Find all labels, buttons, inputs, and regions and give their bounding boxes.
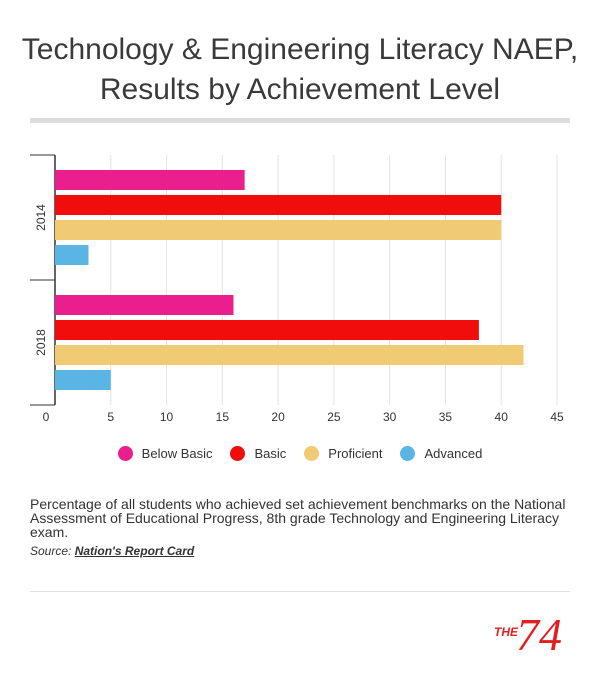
x-tick-label-45: 45 [550,410,564,424]
legend-item-proficient: Proficient [304,446,382,461]
chart-title-line-1: Technology & Engineering Literacy NAEP, [21,33,579,66]
legend-swatch-proficient [304,446,320,461]
y-category-label-2018: 2018 [34,329,48,356]
bar-2018-basic [55,320,479,340]
bar-2014-basic [55,195,502,215]
x-tick-label-40: 40 [495,410,509,424]
footer-divider [30,591,570,592]
chart-caption: Percentage of all students who achieved … [30,496,566,540]
the74-logo: THE 74 [494,609,562,660]
legend-item-below-basic: Below Basic [117,446,213,461]
source-label: Source: [30,544,72,558]
bar-2018-below-basic [55,295,234,315]
legend-label-advanced: Advanced [424,446,483,461]
bar-2018-proficient [55,345,524,365]
x-tick-label-25: 25 [327,410,341,424]
legend-item-advanced: Advanced [400,446,482,461]
bar-chart: 0 5 10 15 20 25 30 35 40 45 2014 2018 [30,154,564,424]
legend-swatch-below-basic [117,446,133,461]
x-tick-label-0: 0 [43,410,50,424]
bar-2018-advanced [55,370,111,390]
chart-title: Technology & Engineering Literacy NAEP, … [0,30,600,110]
source-link[interactable]: Nation's Report Card [74,544,195,558]
chart-title-line-2: Results by Achievement Level [99,73,501,106]
x-tick-label-5: 5 [107,410,114,424]
legend-swatch-basic [230,446,246,461]
bar-2014-below-basic [55,170,245,190]
x-tick-label-30: 30 [383,410,397,424]
bar-2014-proficient [55,220,502,240]
x-tick-label-10: 10 [160,410,174,424]
legend-label-below-basic: Below Basic [141,446,213,461]
x-tick-label-15: 15 [216,410,230,424]
legend-label-proficient: Proficient [328,446,383,461]
bar-2014-advanced [55,245,89,265]
logo-text-74: 74 [516,609,562,660]
chart-legend: Below Basic Basic Proficient Advanced [0,446,600,461]
logo-text-the: THE [494,625,519,639]
x-tick-label-20: 20 [271,410,285,424]
y-category-label-2014: 2014 [34,204,48,231]
legend-label-basic: Basic [254,446,287,461]
legend-swatch-advanced [400,446,416,461]
source-line: Source: Nation's Report Card [30,544,194,558]
x-tick-label-35: 35 [439,410,453,424]
title-divider [30,118,570,123]
legend-item-basic: Basic [230,446,286,461]
